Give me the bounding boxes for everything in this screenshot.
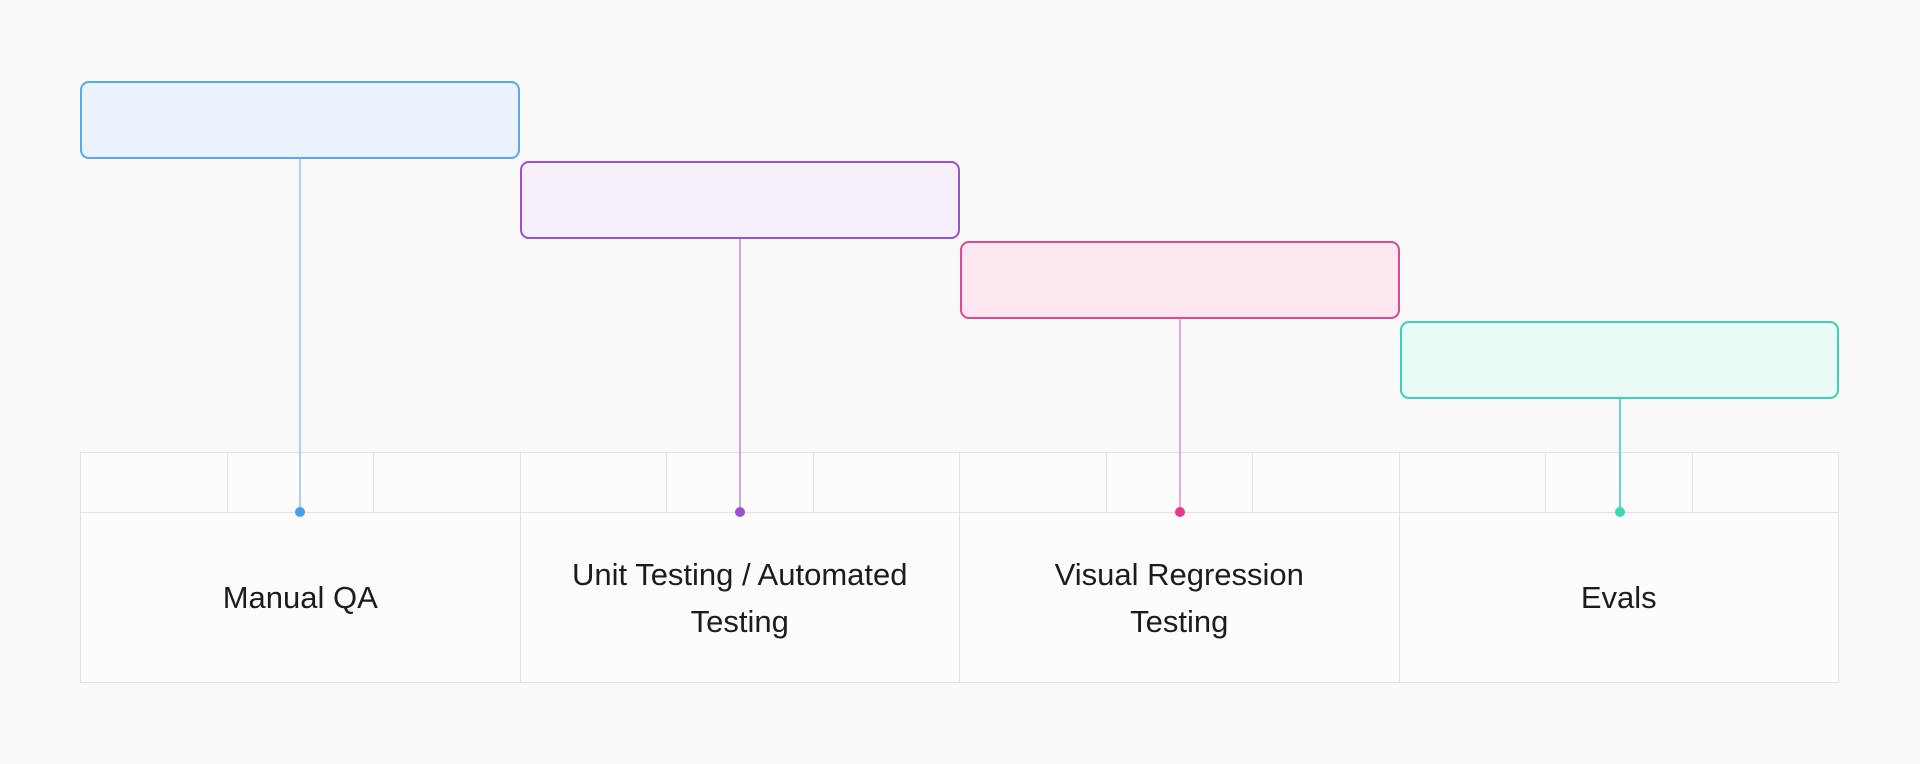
tick-cell	[1107, 453, 1253, 512]
label-cell-manual-qa: Manual QA	[81, 513, 521, 682]
stage-label: Evals	[1580, 580, 1657, 615]
tick-cell	[374, 453, 521, 512]
tick-cell	[667, 453, 814, 512]
stage-box-manual-qa	[80, 81, 520, 159]
label-cell-visual-regression: Visual Regression Testing	[960, 513, 1400, 682]
timeline-tick-row	[81, 453, 1838, 513]
stage-box-unit-testing	[520, 161, 960, 239]
timeline-grid: Manual QA Unit Testing / Automated Testi…	[80, 452, 1839, 683]
tick-cell	[1546, 453, 1693, 512]
timeline-label-row: Manual QA Unit Testing / Automated Testi…	[81, 513, 1838, 682]
stage-box-visual-regression	[960, 241, 1400, 319]
tick-cell	[1253, 453, 1400, 512]
timeline-dot-unit-testing	[735, 507, 745, 517]
tick-cell	[81, 453, 228, 512]
stage-box-evals	[1400, 321, 1839, 399]
connector-line-evals	[1619, 398, 1621, 512]
tick-cell	[1693, 453, 1839, 512]
stage-label: Visual Regression Testing	[1054, 556, 1304, 639]
timeline-dot-manual-qa	[295, 507, 305, 517]
connector-line-unit-testing	[739, 238, 741, 512]
tick-cell	[814, 453, 960, 512]
connector-line-manual-qa	[299, 158, 301, 512]
connector-line-visual-regression	[1179, 318, 1181, 512]
tick-cell	[960, 453, 1107, 512]
label-cell-unit-testing: Unit Testing / Automated Testing	[521, 513, 960, 682]
stage-label: Unit Testing / Automated Testing	[572, 556, 908, 639]
label-cell-evals: Evals	[1400, 513, 1839, 682]
tick-cell	[1400, 453, 1546, 512]
stage-label: Manual QA	[222, 580, 378, 615]
timeline-dot-evals	[1615, 507, 1625, 517]
tick-cell	[521, 453, 667, 512]
tick-cell	[228, 453, 374, 512]
timeline-dot-visual-regression	[1175, 507, 1185, 517]
